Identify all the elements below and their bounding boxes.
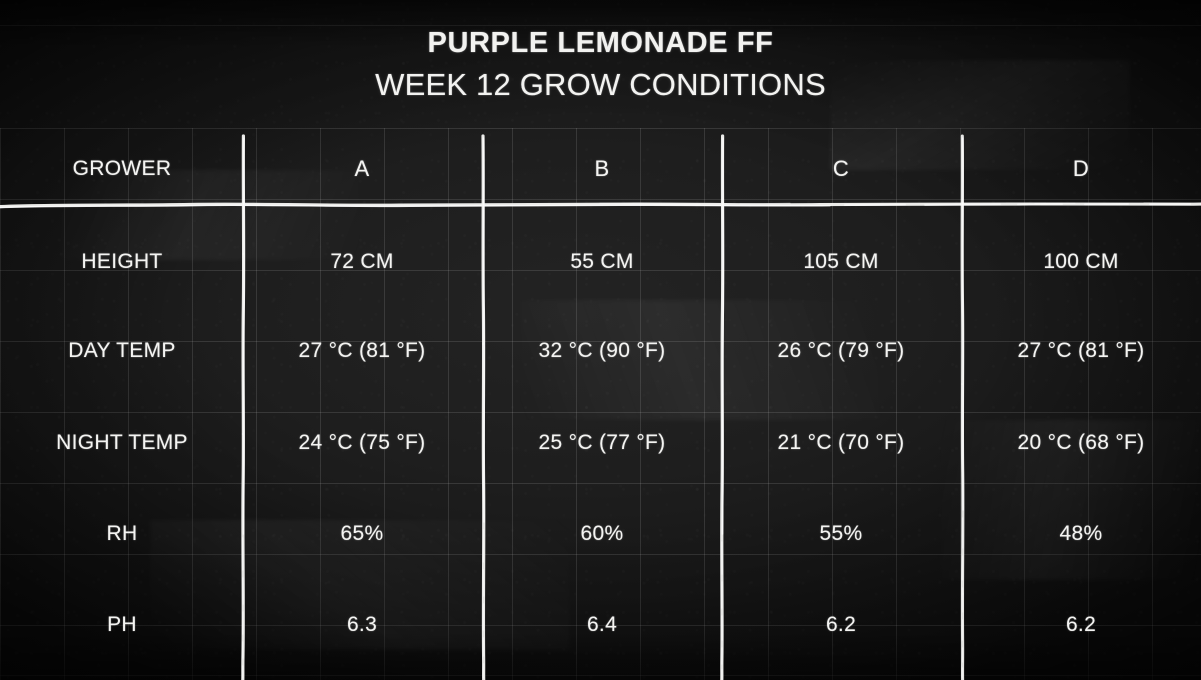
cell-height-b: 55 CM [570,250,634,273]
cell-ph-c: 6.2 [825,613,857,636]
column-header-d: D [1072,156,1090,181]
strain-title: PURPLE LEMONADE FF [427,27,774,59]
subtitle: WEEK 12 GROW CONDITIONS [375,67,826,102]
cell-day-temp-b: 32 °C (90 °F) [538,339,666,362]
title-block: PURPLE LEMONADE FF WEEK 12 GROW CONDITIO… [0,26,1201,103]
row-label-night-temp: NIGHT TEMP [56,431,188,454]
cell-height-a: 72 CM [330,250,394,273]
cell-night-temp-a: 24 °C (75 °F) [298,431,426,454]
row-label-day-temp: DAY TEMP [68,339,176,362]
cell-ph-b: 6.4 [586,613,618,636]
cell-rh-b: 60% [580,522,624,545]
cell-night-temp-c: 21 °C (70 °F) [777,431,905,454]
cell-rh-a: 65% [340,522,384,545]
cell-day-temp-c: 26 °C (79 °F) [777,339,905,362]
cell-height-d: 100 CM [1043,250,1119,273]
column-header-a: A [354,156,370,181]
table-corner-label: GROWER [72,157,172,180]
row-label-rh: RH [106,522,138,545]
cell-rh-d: 48% [1059,522,1103,545]
row-label-ph: PH [107,613,137,636]
cell-rh-c: 55% [819,522,863,545]
column-header-b: B [594,156,610,181]
cell-height-c: 105 CM [803,250,879,273]
column-header-c: C [832,156,850,181]
cell-ph-d: 6.2 [1065,613,1097,636]
row-label-height: HEIGHT [81,250,163,273]
cell-night-temp-b: 25 °C (77 °F) [538,431,666,454]
cell-day-temp-a: 27 °C (81 °F) [298,339,426,362]
cell-night-temp-d: 20 °C (68 °F) [1017,431,1145,454]
cell-day-temp-d: 27 °C (81 °F) [1017,339,1145,362]
cell-ph-a: 6.3 [346,613,378,636]
